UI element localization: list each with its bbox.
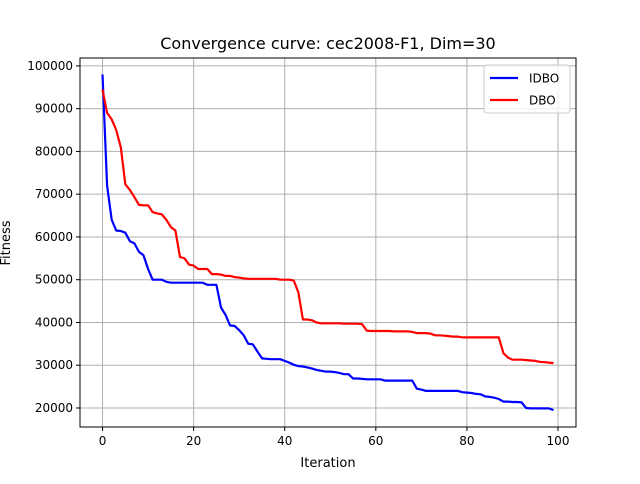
ticks: 0 20 40 60 80 100 20000 30000 40000 50000 60000 700… <box>27 59 569 448</box>
x-tick-label: 80 <box>459 434 474 448</box>
x-axis-label: Iteration <box>300 456 355 471</box>
y-tick-label: 50000 <box>35 273 73 287</box>
y-tick-label: 40000 <box>35 315 73 329</box>
legend-label: DBO <box>529 94 556 108</box>
chart-title: Convergence curve: cec2008-F1, Dim=30 <box>160 34 495 53</box>
series-line-dbo <box>101 89 554 365</box>
axes-frame <box>79 57 577 428</box>
x-tick-label: 40 <box>277 434 292 448</box>
y-tick-label: 70000 <box>35 187 73 201</box>
series-line-idbo <box>101 74 554 412</box>
series-lines <box>101 74 554 412</box>
y-tick-label: 100000 <box>27 59 73 73</box>
x-tick-label: 100 <box>547 434 570 448</box>
y-tick-label: 30000 <box>35 358 73 372</box>
legend-label: IDBO <box>529 72 559 86</box>
x-tick-label: 0 <box>99 434 107 448</box>
y-tick-label: 90000 <box>35 102 73 116</box>
y-axis-label: Fitness <box>0 220 14 265</box>
x-tick-label: 20 <box>186 434 201 448</box>
x-tick-label: 60 <box>368 434 383 448</box>
grid <box>80 58 576 427</box>
y-tick-label: 20000 <box>35 401 73 415</box>
legend: IDBO DBO <box>483 64 571 114</box>
y-tick-label: 80000 <box>35 144 73 158</box>
y-tick-label: 60000 <box>35 230 73 244</box>
